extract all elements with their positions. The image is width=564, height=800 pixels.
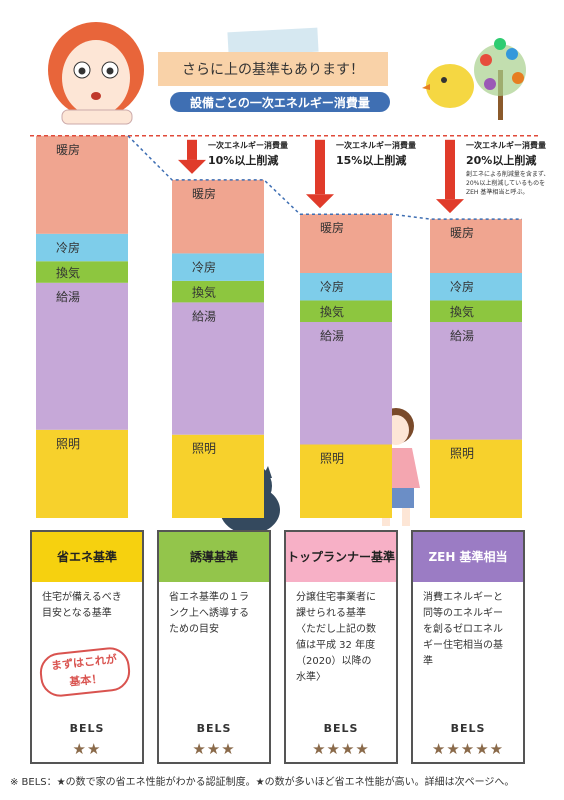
- segment-label: 給湯: [56, 290, 80, 304]
- bar-segment: [430, 322, 522, 440]
- bels-stars: ★★★★: [312, 740, 370, 758]
- segment-label: 照明: [56, 437, 80, 451]
- segment-label: 照明: [192, 442, 216, 456]
- bar-segment: [300, 300, 392, 322]
- segment-label: 換気: [450, 304, 474, 319]
- bels-stars: ★★: [72, 740, 102, 758]
- card-line: 省エネ基準の１ラ: [169, 592, 249, 603]
- bar-segment: [36, 233, 128, 262]
- bels-stars: ★★★: [192, 740, 236, 758]
- segment-label: 換気: [192, 285, 216, 300]
- bar-segment: [172, 434, 264, 518]
- segment-label: 給湯: [450, 329, 474, 343]
- reduction-arrow-head: [306, 194, 334, 209]
- card-zeh: ZEH 基準相当 消費エネルギーと 同等のエネルギー を創るゼロエネル ギー住宅…: [411, 530, 525, 764]
- bar-segment: [172, 280, 264, 303]
- annotation-note: 創エネによる削減量を含まず、: [466, 170, 549, 178]
- segment-label: 給湯: [320, 329, 344, 343]
- card-title: トップランナー基準: [286, 532, 396, 582]
- segment-label: 暖房: [56, 142, 80, 157]
- reduction-arrow-head: [178, 159, 206, 174]
- card-toprunner: トップランナー基準 分譲住宅事業者に 課せられる基準 〈ただし上記の数 値は平成…: [284, 530, 398, 764]
- bar-segment: [172, 253, 264, 281]
- card-line: 〈ただし上記の数: [296, 624, 376, 635]
- annotation-value: 10%以上削減: [208, 153, 278, 167]
- card-line: 目安となる基準: [42, 608, 112, 619]
- bar-segment: [36, 429, 128, 518]
- bar-segment: [430, 300, 522, 322]
- card-line: 値は平成 32 年度: [296, 640, 376, 651]
- bels-label: BELS: [69, 722, 105, 735]
- card-line: 水準〉: [296, 672, 326, 683]
- segment-label: 冷房: [56, 240, 80, 255]
- card-line: （2020）以降の: [296, 656, 372, 667]
- bar-segment: [172, 179, 264, 254]
- card-line: を創るゼロエネル: [423, 624, 503, 635]
- card-description: 消費エネルギーと 同等のエネルギー を創るゼロエネル ギー住宅相当の基 準: [423, 590, 515, 670]
- card-line: ギー住宅相当の基: [423, 640, 503, 651]
- card-line: ための目安: [169, 624, 219, 635]
- card-line: 消費エネルギーと: [423, 592, 503, 603]
- segment-label: 照明: [450, 447, 474, 461]
- bels-label: BELS: [450, 722, 486, 735]
- card-line: 住宅が備えるべき: [42, 592, 122, 603]
- girl-illustration: [48, 22, 144, 125]
- card-shoene: 省エネ基準 住宅が備えるべき 目安となる基準 まずはこれが 基本！ BELS ★…: [30, 530, 144, 764]
- annotation-value: 15%以上削減: [336, 153, 406, 167]
- segment-label: 照明: [320, 452, 344, 466]
- annotation-label: 一次エネルギー消費量: [208, 140, 288, 150]
- bar-segment: [430, 439, 522, 518]
- card-title: 誘導基準: [159, 532, 269, 582]
- card-line: ンク上へ誘導する: [169, 608, 249, 619]
- segment-label: 換気: [56, 265, 80, 280]
- bar-segment: [36, 261, 128, 283]
- bels-stars: ★★★★★: [431, 740, 505, 758]
- bar-segment: [36, 135, 128, 234]
- card-line: 分譲住宅事業者に: [296, 592, 376, 603]
- chart-subtitle: 設備ごとの一次エネルギー消費量: [170, 92, 390, 112]
- bird-tree-illustration: [422, 38, 526, 120]
- annotation-label: 一次エネルギー消費量: [466, 140, 546, 150]
- trend-connector: [127, 135, 522, 220]
- segment-label: 冷房: [192, 259, 216, 274]
- card-description: 分譲住宅事業者に 課せられる基準 〈ただし上記の数 値は平成 32 年度 （20…: [296, 590, 388, 686]
- segment-label: 冷房: [320, 279, 344, 294]
- bels-label: BELS: [323, 722, 359, 735]
- bar-segment: [430, 219, 522, 273]
- bar-segment: [300, 214, 392, 273]
- footnote: ※ BELS：★の数で家の省エネ性能がわかる認証制度。★の数が多いほど省エネ性能…: [10, 777, 515, 788]
- header-banner: さらに上の基準もあります！: [158, 52, 388, 86]
- reduction-arrow: [445, 139, 455, 200]
- bar-segment: [172, 302, 264, 435]
- bar-segment: [300, 444, 392, 518]
- card-title: ZEH 基準相当: [413, 532, 523, 582]
- card-line: 準: [423, 656, 433, 667]
- reduction-arrow: [315, 139, 325, 195]
- segment-label: 換気: [320, 304, 344, 319]
- card-title: 省エネ基準: [32, 532, 142, 582]
- annotation-label: 一次エネルギー消費量: [336, 140, 416, 150]
- segment-label: 給湯: [192, 309, 216, 323]
- annotation-note: ZEH 基準相当と呼ぶ。: [466, 188, 528, 196]
- bar-segment: [300, 322, 392, 445]
- bar-segment: [430, 273, 522, 301]
- card-line: 課せられる基準: [296, 608, 366, 619]
- bar-segment: [300, 273, 392, 301]
- annotation-note: 20%以上削減しているものを: [466, 179, 545, 187]
- bels-label: BELS: [196, 722, 232, 735]
- card-description: 省エネ基準の１ラ ンク上へ誘導する ための目安: [169, 590, 261, 638]
- segment-label: 冷房: [450, 279, 474, 294]
- segment-label: 暖房: [192, 186, 216, 201]
- bar-segment: [36, 282, 128, 430]
- reduction-arrow-head: [436, 199, 464, 214]
- annotation-value: 20%以上削減: [466, 153, 536, 167]
- card-description: 住宅が備えるべき 目安となる基準: [42, 590, 134, 622]
- segment-label: 暖房: [320, 220, 344, 235]
- basic-stamp: まずはこれが 基本！: [37, 645, 133, 699]
- card-yudo: 誘導基準 省エネ基準の１ラ ンク上へ誘導する ための目安 BELS ★★★: [157, 530, 271, 764]
- card-line: 同等のエネルギー: [423, 608, 503, 619]
- reduction-arrow: [187, 139, 197, 160]
- segment-label: 暖房: [450, 225, 474, 240]
